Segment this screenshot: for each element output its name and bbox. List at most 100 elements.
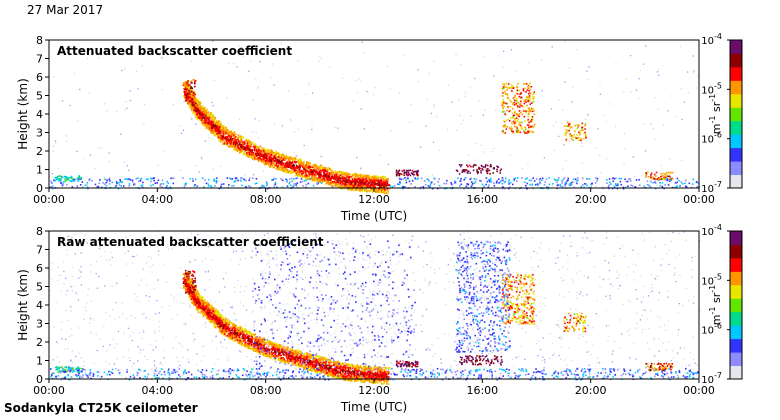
layer-cell	[243, 146, 245, 148]
noise-speck	[121, 69, 123, 72]
cloud-cell	[108, 183, 111, 185]
y-tick-label: 6	[36, 71, 43, 84]
noise-speck	[451, 101, 453, 103]
noise-speck	[433, 60, 435, 62]
cloud-cell	[485, 164, 487, 166]
layer-cell	[372, 188, 374, 191]
layer-cell	[195, 106, 197, 109]
layer-cell	[294, 157, 296, 159]
layer-cell	[247, 147, 250, 150]
cloud-cell	[581, 126, 583, 129]
cloud-cell	[525, 91, 527, 93]
noise-speck	[127, 250, 129, 252]
cloud-cell	[433, 183, 436, 185]
layer-cell	[341, 181, 343, 183]
noise-speck	[463, 243, 466, 246]
noise-speck	[639, 69, 641, 72]
cloud-cell	[105, 184, 108, 187]
layer-cell	[378, 181, 381, 184]
layer-cell	[292, 159, 295, 162]
noise-speck	[308, 84, 310, 86]
cloud-cell	[295, 184, 298, 186]
layer-cell	[387, 192, 389, 194]
cloud-cell	[503, 126, 506, 128]
layer-cell	[318, 175, 320, 177]
noise-speck	[563, 325, 565, 327]
layer-cell	[246, 142, 249, 144]
cloud-cell	[527, 92, 530, 95]
cloud-cell	[395, 171, 398, 173]
layer-cell	[256, 154, 258, 157]
layer-cell	[187, 88, 190, 90]
layer-cell	[282, 163, 284, 166]
cloud-cell	[502, 179, 504, 182]
noise-speck	[383, 328, 386, 331]
layer-cell	[287, 160, 289, 162]
layer-cell	[237, 144, 239, 147]
cloud-cell	[577, 179, 579, 181]
noise-speck	[650, 186, 652, 188]
plot-area	[49, 231, 699, 379]
cloud-cell	[523, 102, 526, 105]
cloud-cell	[499, 172, 501, 174]
noise-speck	[478, 100, 480, 102]
layer-cell	[376, 190, 378, 192]
layer-cell	[183, 82, 185, 84]
cloud-cell	[523, 100, 525, 102]
cloud-cell	[645, 174, 647, 176]
layer-cell	[324, 172, 326, 175]
cloud-cell	[128, 178, 130, 180]
layer-cell	[222, 134, 224, 137]
cloud-cell	[563, 177, 566, 179]
layer-cell	[276, 152, 279, 155]
layer-cell	[354, 181, 356, 184]
cloud-cell	[231, 178, 234, 180]
layer-cell	[211, 125, 213, 128]
layer-cell	[220, 121, 222, 124]
noise-speck	[559, 250, 561, 252]
cloud-cell	[585, 183, 587, 185]
cloud-cell	[460, 183, 462, 186]
cloud-cell	[437, 180, 439, 183]
cloud-cell	[402, 187, 404, 190]
layer-cell	[202, 115, 205, 118]
cloud-cell	[249, 177, 251, 180]
cloud-cell	[184, 88, 187, 90]
layer-cell	[311, 176, 313, 178]
cloud-cell	[172, 177, 175, 180]
noise-speck	[80, 284, 83, 286]
layer-cell	[374, 188, 377, 190]
layer-cell	[214, 130, 217, 132]
cloud-cell	[76, 186, 79, 188]
layer-cell	[283, 154, 285, 157]
cloud-cell	[493, 168, 495, 170]
layer-cell	[240, 140, 243, 143]
layer-cell	[321, 166, 323, 169]
cloud-cell	[499, 169, 502, 172]
layer-cell	[210, 128, 213, 131]
cloud-cell	[548, 177, 550, 179]
layer-cell	[197, 116, 200, 119]
layer-cell	[366, 174, 368, 177]
layer-cell	[267, 152, 269, 155]
layer-cell	[298, 158, 301, 161]
cloud-cell	[516, 114, 519, 116]
noise-speck	[242, 55, 244, 57]
cloud-cell	[520, 92, 522, 94]
layer-cell	[233, 142, 236, 145]
layer-cell	[225, 136, 227, 138]
cloud-cell	[188, 98, 191, 100]
layer-cell	[378, 176, 380, 178]
noise-speck	[108, 161, 110, 163]
layer-cell	[373, 180, 376, 183]
noise-speck	[197, 233, 199, 236]
cloud-cell	[397, 171, 400, 173]
layer-cell	[369, 181, 372, 183]
cloud-cell	[591, 182, 593, 185]
noise-speck	[551, 46, 553, 48]
cloud-cell	[406, 177, 409, 180]
layer-cell	[366, 176, 368, 179]
layer-cell	[256, 152, 259, 154]
cloud-cell	[505, 119, 508, 122]
layer-cell	[381, 176, 383, 179]
